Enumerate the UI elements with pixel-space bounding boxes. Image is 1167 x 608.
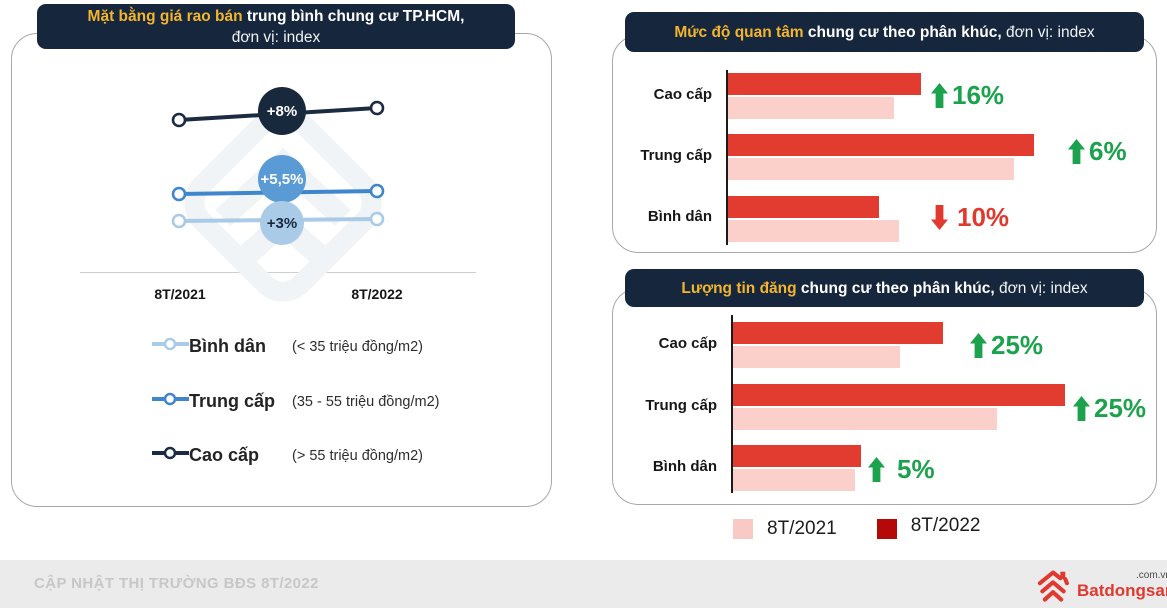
logo-text: .com.vn Batdongsan [1077, 569, 1167, 605]
legend-label-2021: 8T/2021 [767, 518, 837, 539]
batdongsan-house-icon [1033, 566, 1073, 607]
logo-brand-text: Batdongsan [1077, 580, 1167, 600]
listings-bar-2021-binh-dan [733, 469, 855, 491]
interest-change-value: 10% [957, 201, 1010, 232]
price-chart-title-line2: đơn vị: index [231, 28, 321, 46]
interest-bar-2021-cao-cap [728, 97, 894, 119]
legend-item-cao-cap: Cao cấp (> 55 triệu đồng/m2) [152, 445, 423, 466]
interest-change-binh-dan: 10% [931, 200, 1009, 234]
price-chart-title-highlight: Mặt bằng giá rao bán [87, 7, 243, 25]
line-chart-baseline [80, 272, 476, 273]
listings-change-value: 5% [897, 453, 935, 484]
legend-desc: (35 - 55 triệu đồng/m2) [292, 393, 440, 410]
up-arrow-icon [868, 456, 885, 482]
interest-change-cao-cap: 16% [931, 78, 1004, 112]
legend-desc: (< 35 triệu đồng/m2) [292, 338, 423, 355]
listings-bar-2022-cao-cap [733, 322, 943, 344]
listings-change-value: 25% [991, 329, 1044, 360]
interest-title: Mức độ quan tâm chung cư theo phân khúc,… [674, 22, 1094, 43]
listings-title-banner: Lượng tin đăng chung cư theo phân khúc, … [625, 269, 1144, 307]
interest-title-banner: Mức độ quan tâm chung cư theo phân khúc,… [625, 12, 1144, 52]
down-arrow-icon [931, 204, 948, 230]
binh-dan-change-bubble: +3% [260, 201, 304, 245]
x-label-2021: 8T/2021 [154, 286, 206, 302]
interest-bar-2022-binh-dan [728, 196, 879, 218]
binh-dan-marker-icon [152, 337, 189, 356]
trung-cap-marker-icon [152, 392, 189, 411]
up-arrow-icon [970, 332, 987, 358]
listings-cat-trung-cap: Trung cấp [645, 397, 717, 414]
legend-swatch-2022 [876, 519, 897, 539]
price-chart-title-bold: trung bình chung cư TP.HCM, [242, 7, 465, 25]
interest-cat-binh-dan: Bình dân [647, 208, 712, 225]
x-label-2022: 8T/2022 [351, 286, 403, 302]
listings-cat-cao-cap: Cao cấp [658, 335, 717, 352]
interest-title-bold: chung cư theo phân khúc, [803, 23, 1002, 41]
interest-title-highlight: Mức độ quan tâm [674, 23, 804, 41]
price-chart-title-banner: Mặt bằng giá rao bán trung bình chung cư… [37, 4, 515, 49]
interest-bar-2021-binh-dan [728, 220, 899, 242]
footer-caption: CẬP NHẬT THỊ TRƯỜNG BĐS 8T/2022 [34, 575, 319, 592]
interest-change-value: 16% [952, 79, 1005, 110]
legend-item-binh-dan: Bình dân (< 35 triệu đồng/m2) [152, 336, 423, 357]
up-arrow-icon [1068, 138, 1085, 164]
listings-bar-2021-cao-cap [733, 346, 900, 368]
legend-desc: (> 55 triệu đồng/m2) [292, 447, 423, 464]
interest-bar-2022-trung-cap [728, 134, 1034, 156]
listings-title-highlight: Lượng tin đăng [681, 279, 797, 297]
listings-cat-binh-dan: Bình dân [652, 458, 717, 475]
listings-title-bold: chung cư theo phân khúc, [796, 279, 995, 297]
legend-name: Bình dân [189, 336, 266, 356]
listings-bar-2022-binh-dan [733, 445, 861, 467]
interest-cat-cao-cap: Cao cấp [653, 86, 712, 103]
listings-title: Lượng tin đăng chung cư theo phân khúc, … [681, 278, 1087, 299]
listings-bar-2021-trung-cap [733, 408, 997, 430]
cao-cap-marker-icon [152, 446, 189, 465]
listings-change-value: 25% [1094, 392, 1147, 423]
logo-domain-text: .com.vn [1135, 569, 1167, 581]
interest-bar-2021-trung-cap [728, 158, 1014, 180]
listings-title-normal: đơn vị: index [994, 279, 1088, 297]
cao-cap-change-bubble: +8% [258, 87, 306, 135]
interest-title-normal: đơn vị: index [1001, 23, 1095, 41]
interest-change-value: 6% [1089, 135, 1127, 166]
interest-cat-trung-cap: Trung cấp [640, 147, 712, 164]
listings-change-trung-cap: 25% [1073, 391, 1146, 425]
price-chart-title-line1: Mặt bằng giá rao bán trung bình chung cư… [88, 6, 465, 27]
listings-axis [731, 315, 733, 493]
bar-chart-legend: 8T/2021 8T/2022 [733, 515, 981, 540]
listings-bar-2022-trung-cap [733, 384, 1065, 406]
listings-change-binh-dan: 5% [868, 452, 935, 486]
legend-swatch-2021 [733, 519, 753, 539]
listings-change-cao-cap: 25% [970, 328, 1043, 362]
batdongsan-logo: .com.vn Batdongsan [1033, 566, 1167, 607]
up-arrow-icon [931, 82, 948, 108]
interest-bar-2022-cao-cap [728, 73, 921, 95]
legend-item-trung-cap: Trung cấp (35 - 55 triệu đồng/m2) [152, 391, 440, 412]
legend-name: Trung cấp [189, 391, 276, 411]
legend-label-2022: 8T/2022 [910, 515, 981, 536]
interest-change-trung-cap: 6% [1068, 134, 1127, 168]
footer-bar: CẬP NHẬT THỊ TRƯỜNG BĐS 8T/2022 [0, 560, 1167, 608]
up-arrow-icon [1073, 395, 1090, 421]
interest-axis [726, 70, 728, 245]
trung-cap-change-bubble: +5,5% [258, 155, 306, 203]
price-trend-lines [171, 100, 385, 229]
legend-name: Cao cấp [189, 445, 260, 465]
